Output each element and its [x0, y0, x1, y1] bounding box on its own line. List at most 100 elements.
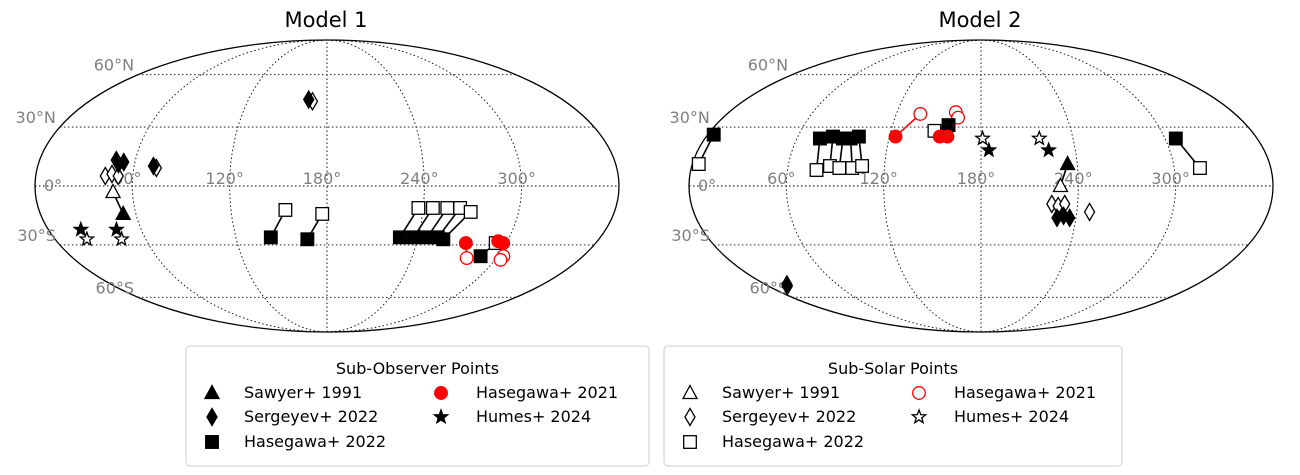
- lon-tick-label: 300°: [1151, 169, 1190, 188]
- point-circle-open: [459, 251, 474, 266]
- legend-marker-diamond: [206, 407, 218, 427]
- point-square-filled: [473, 249, 488, 264]
- legend-label: Hasegawa+ 2022: [244, 432, 386, 451]
- point-circle-open: [493, 252, 508, 267]
- legend: Sub-Solar Points Sawyer+ 1991 Sergeyev+ 20…: [663, 345, 1123, 467]
- point-circle-open: [913, 106, 928, 121]
- point-square-filled: [941, 118, 956, 133]
- meridian-240: [326, 39, 425, 333]
- point-star-open: [974, 129, 991, 146]
- point-triangle-filled: [115, 205, 132, 221]
- meridian-120: [883, 39, 982, 333]
- meridian-240: [980, 39, 1079, 333]
- point-square-open: [832, 161, 847, 175]
- point-square-filled: [851, 129, 866, 144]
- point-diamond-filled: [118, 152, 130, 172]
- legend-label: Humes+ 2024: [476, 407, 591, 426]
- point-diamond-filled: [781, 276, 794, 296]
- lon-tick-label: 240°: [400, 169, 439, 188]
- legend-marker-diamond: [684, 407, 696, 427]
- lat-tick-label: 30°S: [17, 226, 56, 245]
- legend-marker-circle: [912, 386, 926, 400]
- point-diamond-filled: [147, 156, 160, 176]
- legend-label: Hasegawa+ 2022: [722, 432, 864, 451]
- lon-tick-label: 180°: [957, 169, 996, 188]
- point-square-open: [1192, 161, 1207, 175]
- point-star-open: [1030, 129, 1048, 146]
- legend: Sub-Observer Points Sawyer+ 1991 Sergeyev+…: [185, 345, 650, 467]
- point-star-open: [113, 230, 131, 247]
- point-star-filled: [1040, 141, 1058, 158]
- legend-label: Sawyer+ 1991: [244, 383, 362, 402]
- lat-tick-label: 30°N: [670, 108, 710, 127]
- point-square-filled: [436, 232, 451, 247]
- legend-label: Hasegawa+ 2021: [954, 383, 1096, 402]
- point-square-open: [463, 204, 478, 219]
- legend-marker-square: [683, 435, 697, 449]
- legend-label: Sergeyev+ 2022: [244, 407, 378, 426]
- point-square-filled: [1168, 131, 1183, 146]
- point-square-open: [278, 202, 293, 217]
- point-square-open: [440, 201, 455, 215]
- point-square-filled: [706, 127, 721, 142]
- point-square-open: [691, 157, 706, 171]
- point-star-open: [78, 230, 96, 247]
- chart-title: Model 1: [284, 8, 367, 32]
- legend-label: Sergeyev+ 2022: [722, 407, 856, 426]
- lon-tick-label: 180°: [303, 169, 342, 188]
- graticule: [689, 39, 1273, 333]
- lat-tick-label: 60°S: [96, 278, 135, 297]
- point-circle-filled: [888, 129, 903, 144]
- point-triangle-open: [104, 183, 122, 199]
- point-square-filled: [392, 230, 407, 245]
- point-diamond-open: [1083, 202, 1096, 222]
- point-square-open: [855, 159, 870, 173]
- meridian-300: [326, 39, 523, 333]
- legend-title: Sub-Observer Points: [336, 359, 499, 378]
- meridian-300: [980, 39, 1177, 333]
- lat-tick-label: 0°: [44, 176, 62, 195]
- chart-title: Model 2: [938, 8, 1021, 32]
- lon-tick-label: 60°: [767, 169, 795, 188]
- point-square-open: [411, 201, 426, 215]
- point-star-filled: [108, 220, 125, 237]
- lat-tick-label: 30°N: [16, 108, 56, 127]
- point-square-filled: [812, 131, 827, 146]
- legend-marker-star: [910, 408, 928, 425]
- point-diamond-filled: [302, 89, 315, 110]
- point-circle-filled: [496, 236, 511, 251]
- meridian-60: [785, 39, 982, 333]
- panel-1: Model 160°N30°N0°30°S60°S60° 120° 180° 240°…: [16, 8, 650, 467]
- legend-label: Humes+ 2024: [954, 407, 1069, 426]
- point-square-open: [425, 201, 440, 215]
- lat-tick-label: 0°: [698, 176, 716, 195]
- legend-frame: [663, 345, 1123, 467]
- lon-tick-label: 120°: [205, 169, 244, 188]
- lon-tick-label: 300°: [497, 169, 536, 188]
- point-diamond-open: [112, 166, 124, 186]
- legend-marker-circle: [434, 386, 448, 400]
- markers: [691, 105, 1207, 296]
- point-square-filled: [300, 232, 315, 247]
- panel-2: Model 260°N30°N0°30°S60°S60° 120° 180° 240°…: [663, 8, 1274, 467]
- lat-tick-label: 60°N: [94, 56, 134, 75]
- lon-tick-label: 120°: [859, 169, 898, 188]
- point-triangle-open: [1052, 177, 1069, 193]
- point-star-filled: [72, 220, 90, 237]
- legend-title: Sub-Solar Points: [828, 359, 958, 378]
- legend-label: Hasegawa+ 2021: [476, 383, 618, 402]
- point-square-filled: [406, 230, 421, 245]
- legend-marker-square: [205, 435, 219, 449]
- lat-tick-label: 60°S: [750, 278, 789, 297]
- point-diamond-filled: [1063, 208, 1076, 228]
- legend-label: Sawyer+ 1991: [722, 383, 840, 402]
- markers: [72, 89, 511, 267]
- meridian-60: [131, 39, 328, 333]
- point-square-open: [809, 163, 824, 177]
- legend-marker-triangle: [203, 384, 221, 400]
- point-circle-filled: [458, 236, 473, 251]
- point-circle-filled: [940, 129, 955, 144]
- point-triangle-filled: [1059, 155, 1076, 171]
- point-square-filled: [263, 230, 278, 245]
